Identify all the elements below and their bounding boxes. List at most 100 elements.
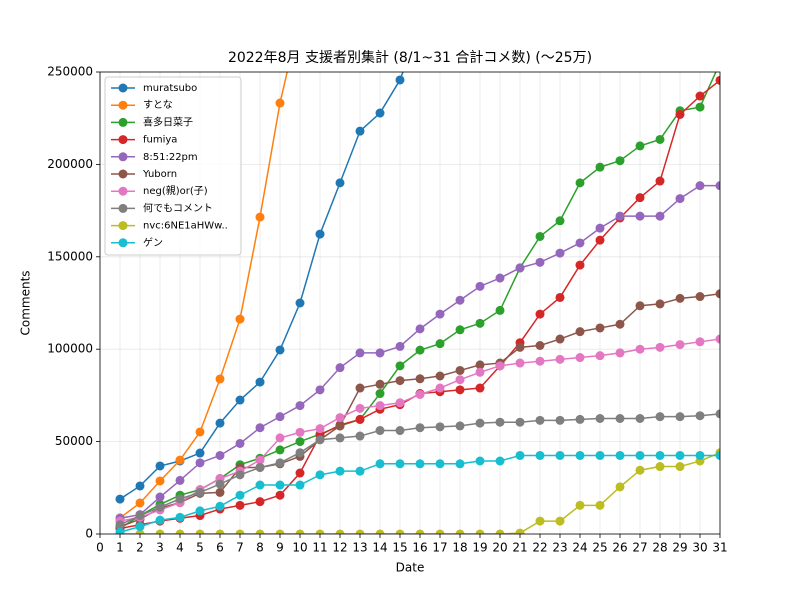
chart-title: 2022年8月 支援者別集計 (8/1~31 合計コメ数) (〜25万) xyxy=(228,49,592,66)
data-point xyxy=(715,450,720,460)
data-point xyxy=(315,435,325,445)
data-point xyxy=(595,162,605,172)
x-tick-label: 31 xyxy=(712,541,727,555)
data-point xyxy=(615,450,625,460)
legend-label: fumiya xyxy=(143,135,177,146)
data-point xyxy=(435,383,445,393)
data-point xyxy=(235,500,245,510)
data-point xyxy=(335,413,345,423)
data-point xyxy=(716,58,725,67)
y-tick-label: 0 xyxy=(85,527,93,541)
data-point xyxy=(416,21,425,30)
data-point xyxy=(455,459,465,469)
data-point xyxy=(275,529,285,534)
legend-label: すとな xyxy=(143,99,173,111)
data-point xyxy=(475,418,485,428)
data-point xyxy=(115,527,125,534)
legend-marker xyxy=(118,221,128,231)
series-line xyxy=(119,72,404,500)
data-point xyxy=(335,178,345,188)
data-point xyxy=(595,414,605,423)
legend-marker xyxy=(118,83,128,93)
data-point xyxy=(215,418,225,428)
legend-marker xyxy=(118,238,128,248)
data-point xyxy=(395,426,405,436)
data-point xyxy=(495,529,505,534)
x-tick-label: 12 xyxy=(332,541,347,555)
x-tick-label: 17 xyxy=(432,541,447,555)
data-point xyxy=(615,211,625,221)
x-tick-label: 10 xyxy=(292,541,307,555)
data-point xyxy=(295,298,305,308)
data-point xyxy=(235,438,245,448)
data-point xyxy=(155,476,165,486)
data-point xyxy=(395,398,405,408)
data-point xyxy=(535,356,545,366)
data-point xyxy=(155,492,165,502)
data-point xyxy=(355,466,365,476)
data-point xyxy=(295,480,305,490)
x-tick-label: 11 xyxy=(312,541,327,555)
data-point xyxy=(655,342,665,352)
data-point xyxy=(415,374,425,384)
x-tick-label: 29 xyxy=(672,541,687,555)
data-point xyxy=(135,511,145,521)
data-point xyxy=(315,424,325,434)
data-point xyxy=(455,365,465,375)
data-point xyxy=(535,257,545,267)
data-point xyxy=(515,342,525,352)
data-point xyxy=(675,450,685,460)
x-tick-label: 25 xyxy=(592,541,607,555)
data-point xyxy=(435,529,445,534)
data-point xyxy=(195,427,205,437)
data-point xyxy=(355,383,365,393)
data-point xyxy=(455,421,465,431)
data-point xyxy=(675,194,685,204)
data-point xyxy=(475,360,485,370)
legend-marker xyxy=(118,169,128,179)
data-point xyxy=(475,318,485,328)
x-tick-label: 0 xyxy=(96,541,104,555)
data-point xyxy=(435,309,445,319)
data-point xyxy=(315,385,325,395)
data-point xyxy=(615,414,625,423)
data-point xyxy=(255,497,265,507)
data-point xyxy=(395,376,405,386)
data-point xyxy=(555,248,565,258)
data-point xyxy=(255,212,265,222)
y-tick-label: 150000 xyxy=(47,249,93,263)
data-point xyxy=(395,529,405,534)
data-point xyxy=(395,361,405,371)
data-point xyxy=(375,459,385,469)
data-point xyxy=(515,417,525,427)
data-point xyxy=(355,348,365,358)
data-point xyxy=(455,529,465,534)
legend-marker xyxy=(118,203,128,213)
data-point xyxy=(575,353,585,363)
data-point xyxy=(695,411,705,421)
data-point xyxy=(535,516,545,526)
x-tick-label: 14 xyxy=(372,541,387,555)
data-point xyxy=(535,231,545,241)
data-point xyxy=(275,458,285,468)
x-tick-label: 24 xyxy=(572,541,587,555)
y-tick-label: 100000 xyxy=(47,342,93,356)
data-point xyxy=(375,426,385,436)
data-point xyxy=(655,299,665,309)
data-point xyxy=(655,176,665,186)
data-point xyxy=(275,490,285,500)
data-point xyxy=(655,462,665,472)
data-point xyxy=(695,450,705,460)
data-point xyxy=(155,515,165,525)
data-point xyxy=(415,529,425,534)
legend-label: nvc:6NE1aHWw.. xyxy=(143,221,228,232)
data-point xyxy=(195,487,205,497)
axes-frame xyxy=(99,71,721,535)
data-point xyxy=(435,459,445,469)
data-point xyxy=(595,450,605,460)
data-point xyxy=(215,450,225,460)
data-point xyxy=(615,319,625,329)
data-point xyxy=(535,450,545,460)
plot-area xyxy=(115,21,725,534)
data-point xyxy=(235,314,245,324)
